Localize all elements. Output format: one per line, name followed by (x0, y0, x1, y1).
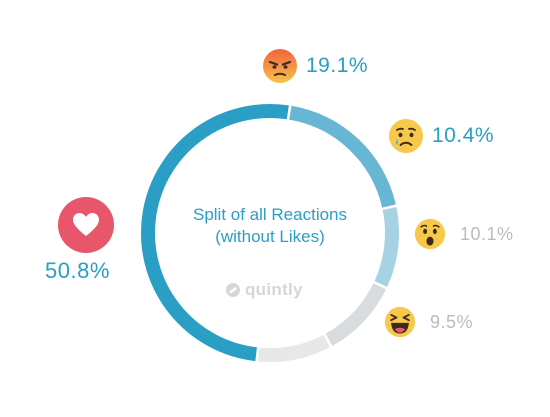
donut-slice-love (141, 104, 289, 362)
angry-face-icon (263, 49, 297, 83)
chart-title-line-1: Split of all Reactions (192, 205, 348, 224)
watermark-text: quintly (245, 280, 303, 299)
chart-title: Split of all Reactions (without Likes) (170, 204, 370, 248)
chart-title-line-2: (without Likes) (215, 227, 325, 246)
donut-slice-wow (325, 283, 387, 346)
slice-label-group-wow: 10.1% (414, 218, 514, 250)
heart-icon (58, 197, 114, 253)
slice-label-angry: 19.1% (306, 54, 369, 77)
donut-slice-angry (289, 105, 396, 208)
slice-label-sad: 10.4% (432, 124, 495, 147)
wow-face-icon (414, 218, 446, 250)
slice-label-group-angry: 19.1% (262, 48, 368, 84)
slice-label-group-sad: 10.4% (388, 118, 494, 154)
slice-label-haha: 9.5% (430, 311, 474, 332)
slice-label-love: 50.8% (45, 258, 110, 283)
donut-slice-sad (374, 207, 399, 287)
donut-slices (141, 104, 399, 362)
quintly-logo-icon (226, 283, 240, 297)
sad-face-icon (389, 119, 423, 153)
slice-label-group-haha: 9.5% (384, 306, 473, 338)
donut-slice-haha (258, 334, 330, 362)
haha-face-icon (384, 306, 416, 338)
quintly-watermark: quintly (225, 280, 320, 300)
slice-label-wow: 10.1% (460, 223, 514, 244)
